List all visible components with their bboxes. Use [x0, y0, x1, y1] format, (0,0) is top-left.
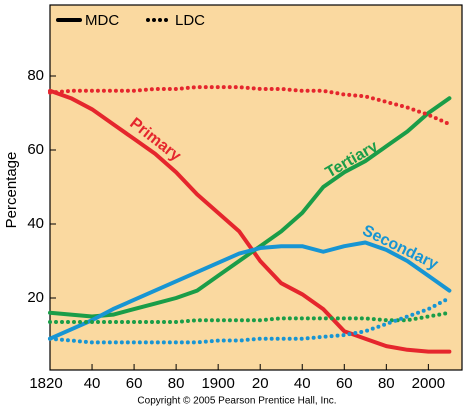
- y-tick-label: 40: [27, 215, 44, 232]
- x-tick-label: 20: [252, 375, 269, 392]
- x-tick-label: 60: [336, 375, 353, 392]
- x-tick-label: 2000: [412, 375, 445, 392]
- y-tick-label: 60: [27, 141, 44, 158]
- y-tick-label: 80: [27, 67, 44, 84]
- y-tick-label: 20: [27, 289, 44, 306]
- series-line: [48, 296, 452, 345]
- series-line: [48, 88, 452, 354]
- series-line: [48, 96, 452, 319]
- plot-area: [49, 4, 463, 371]
- x-tick-label: 40: [84, 375, 101, 392]
- legend-label: LDC: [175, 12, 205, 29]
- x-tick-label: 80: [168, 375, 185, 392]
- footer: Copyright © 2005 Pearson Prentice Hall, …: [137, 396, 336, 407]
- x-tick-label: 1900: [201, 375, 234, 392]
- x-tick-label: 1820: [29, 375, 62, 392]
- series-line: [48, 310, 452, 325]
- legend-label: MDC: [85, 12, 119, 29]
- x-tick-label: 80: [378, 375, 395, 392]
- series-line: [48, 85, 452, 127]
- y-axis-label: Percentage: [3, 152, 20, 229]
- x-tick-label: 60: [126, 375, 143, 392]
- series-line: [48, 240, 452, 341]
- x-tick-label: 40: [294, 375, 311, 392]
